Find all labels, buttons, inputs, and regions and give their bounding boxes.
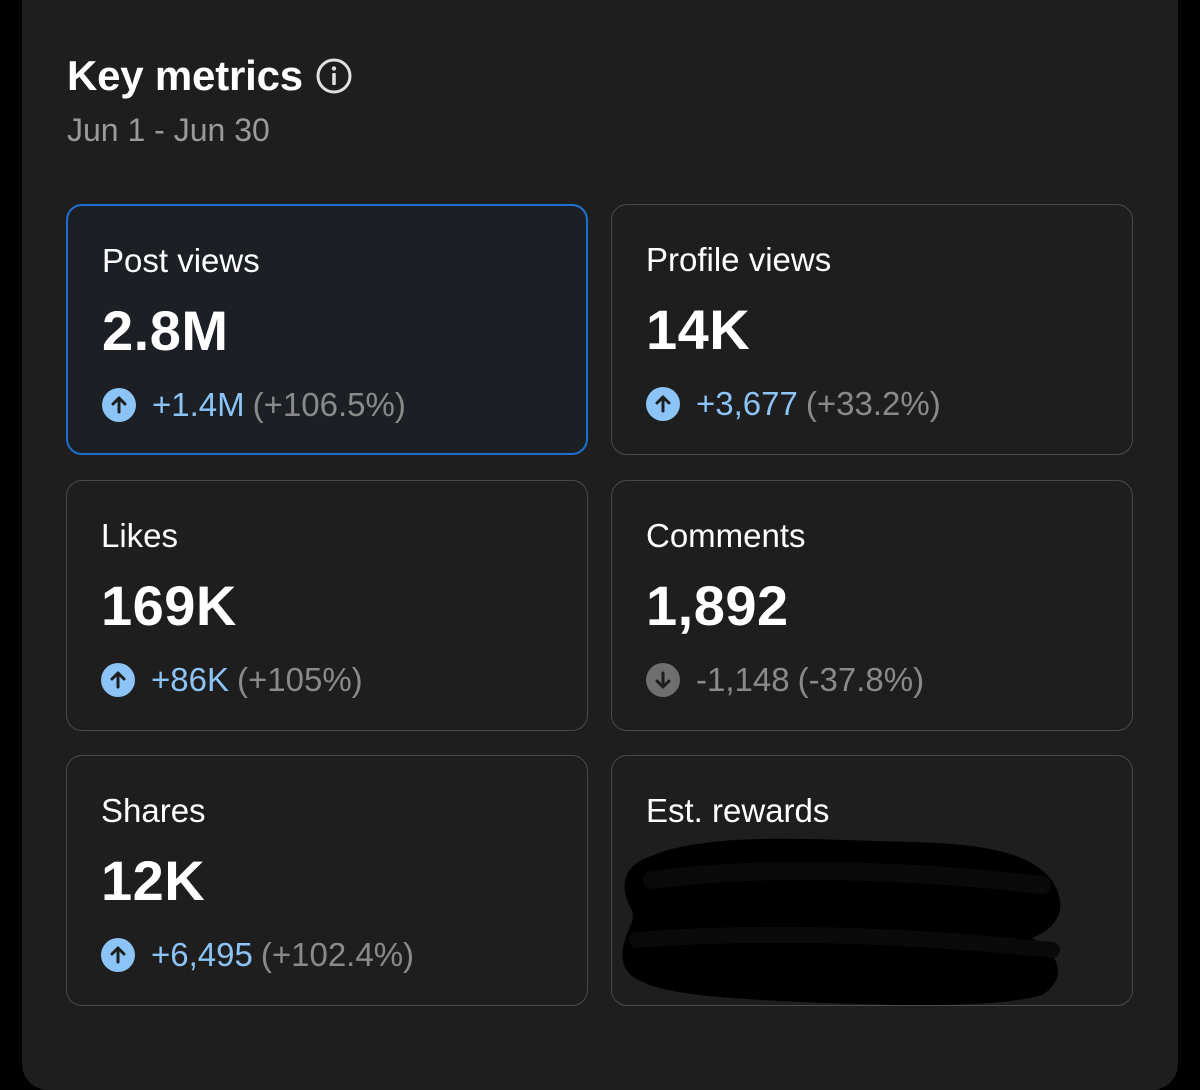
metric-delta-absolute: +1.4M [152,386,245,423]
metric-delta-absolute: +3,677 [696,385,798,422]
metric-card-comments[interactable]: Comments 1,892 -1,148 (-37.8%) [611,480,1133,731]
metric-value: 2.8M [102,299,229,362]
metric-delta-percent: (+106.5%) [252,386,406,423]
metric-label: Profile views [646,241,832,278]
metric-value: 1,892 [646,574,789,637]
metric-label: Post views [102,242,260,279]
title-row: Key metrics [67,50,353,102]
metric-label: Shares [101,792,206,829]
metric-delta-percent: (+105%) [237,661,363,698]
arrow-up-circle-icon [101,663,135,697]
arrow-up-circle-icon [101,938,135,972]
metric-delta: +86K (+105%) [101,661,363,699]
arrow-up-circle-icon [646,387,680,421]
metric-card-likes[interactable]: Likes 169K +86K (+105%) [66,480,588,731]
metric-card-shares[interactable]: Shares 12K +6,495 (+102.4%) [66,755,588,1006]
date-range[interactable]: Jun 1 - Jun 30 [67,112,270,148]
metric-delta-percent: (+102.4%) [260,936,415,973]
metric-delta-percent: (+33.2%) [805,385,941,422]
metric-label: Est. rewards [646,792,830,829]
redaction-scribble [622,838,1061,1005]
metric-value: 12K [101,849,206,912]
metric-delta-absolute: +86K [151,661,229,698]
key-metrics-header: Key metrics Jun 1 - Jun 30 [67,50,353,149]
metric-value: 169K [101,574,237,637]
metric-label: Comments [646,517,806,554]
arrow-down-circle-icon [646,663,680,697]
metric-delta: +1.4M (+106.5%) [102,386,406,424]
metric-delta-absolute: -1,148 [696,661,790,698]
metric-card-post-views[interactable]: Post views 2.8M +1.4M (+106.5%) [66,204,588,455]
metric-delta: +6,495 (+102.4%) [101,936,414,974]
info-icon[interactable] [315,57,353,95]
metric-value: 14K [646,298,751,361]
metric-label: Likes [101,517,179,554]
metric-delta-absolute: +6,495 [151,936,253,973]
metric-delta-percent: (-37.8%) [797,661,925,698]
page-title: Key metrics [67,52,303,99]
metric-card-profile-views[interactable]: Profile views 14K +3,677 (+33.2%) [611,204,1133,455]
metric-delta: +3,677 (+33.2%) [646,385,941,423]
arrow-up-circle-icon [102,388,136,422]
metric-delta: -1,148 (-37.8%) [646,661,924,699]
